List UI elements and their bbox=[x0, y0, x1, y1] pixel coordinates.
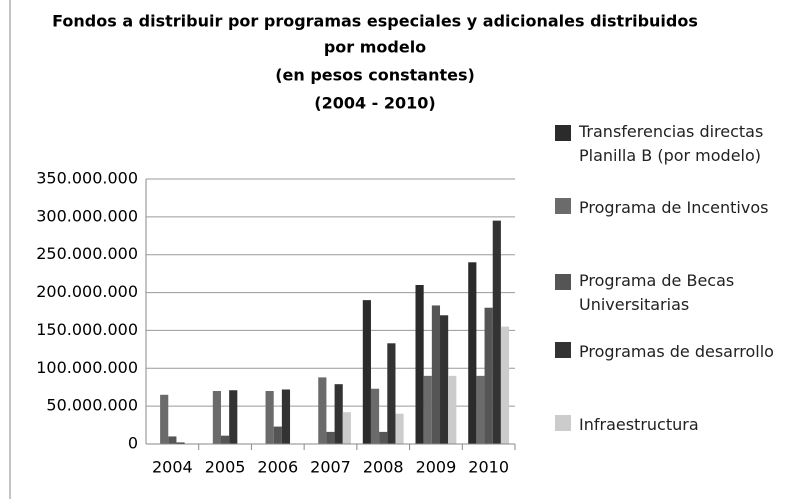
x-tick-label: 2009 bbox=[416, 458, 457, 477]
bar bbox=[379, 431, 388, 444]
y-tick-label: 100.000.000 bbox=[36, 358, 138, 377]
bar bbox=[265, 391, 274, 444]
x-tick-label: 2008 bbox=[363, 458, 404, 477]
x-tick-label: 2006 bbox=[257, 458, 298, 477]
x-tick-label: 2005 bbox=[205, 458, 246, 477]
chart-title: Fondos a distribuir por programas especi… bbox=[52, 12, 698, 31]
y-tick-label: 50.000.000 bbox=[46, 396, 138, 415]
x-tick-label: 2004 bbox=[152, 458, 193, 477]
x-tick-label: 2007 bbox=[310, 458, 351, 477]
bar bbox=[342, 412, 351, 444]
y-tick-label: 0 bbox=[128, 434, 138, 453]
bar bbox=[212, 391, 221, 444]
bar bbox=[415, 285, 424, 444]
legend-label: Programas de desarrollo bbox=[579, 342, 774, 361]
bar bbox=[168, 436, 177, 444]
y-tick-label: 250.000.000 bbox=[36, 244, 138, 263]
bar bbox=[387, 343, 396, 444]
legend-swatch bbox=[555, 198, 571, 214]
bar bbox=[440, 315, 449, 444]
bar bbox=[362, 300, 371, 444]
bar bbox=[500, 326, 510, 444]
legend-label: Infraestructura bbox=[579, 415, 699, 434]
y-tick-label: 300.000.000 bbox=[36, 206, 138, 225]
bar bbox=[468, 262, 477, 444]
bar bbox=[176, 442, 185, 444]
legend-label: Programa de Becas Universitarias bbox=[579, 271, 735, 314]
legend-swatch bbox=[555, 125, 571, 141]
bar bbox=[229, 390, 238, 444]
bar bbox=[160, 394, 169, 444]
bar bbox=[220, 435, 230, 444]
bar bbox=[273, 426, 282, 444]
legend-label: Transferencias directas Planilla B (por … bbox=[579, 122, 764, 165]
bar bbox=[431, 305, 441, 444]
chart-title: (en pesos constantes) bbox=[275, 66, 475, 85]
chart-title: (2004 - 2010) bbox=[314, 94, 435, 113]
chart-title: por modelo bbox=[324, 38, 426, 57]
bar bbox=[395, 413, 404, 444]
legend-label: Programa de Incentivos bbox=[579, 198, 769, 217]
bar bbox=[318, 377, 327, 444]
bar bbox=[448, 375, 457, 444]
y-tick-label: 200.000.000 bbox=[36, 282, 138, 301]
y-tick-label: 150.000.000 bbox=[36, 320, 138, 339]
bar bbox=[423, 375, 432, 444]
y-tick-label: 350.000.000 bbox=[36, 169, 138, 188]
bar bbox=[476, 375, 485, 444]
x-tick-label: 2010 bbox=[468, 458, 509, 477]
bar bbox=[484, 307, 493, 444]
legend-swatch bbox=[555, 274, 571, 290]
bar bbox=[370, 388, 380, 444]
bar bbox=[326, 431, 335, 444]
legend-swatch bbox=[555, 415, 571, 431]
bar bbox=[281, 389, 291, 444]
legend-swatch bbox=[555, 342, 571, 358]
bar bbox=[492, 220, 501, 444]
bar bbox=[334, 384, 343, 444]
